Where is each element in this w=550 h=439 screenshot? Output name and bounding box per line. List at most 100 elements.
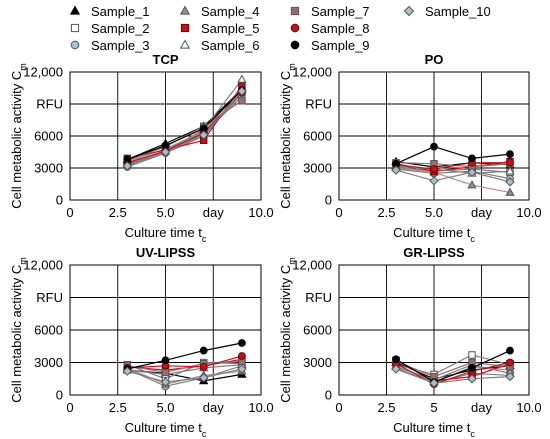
y-axis-label: Cell metabolic activity Cm bbox=[278, 63, 297, 209]
y-axis-label: Cell metabolic activity Cm bbox=[278, 257, 297, 403]
legend: Sample_1 Sample_2 Sample_3 Sample_4 Sample_5… bbox=[69, 4, 491, 53]
data-point-sample-8 bbox=[506, 358, 514, 367]
data-point-sample-8 bbox=[506, 158, 514, 167]
panel-title: GR-LIPSS bbox=[403, 245, 465, 260]
series-line-sample-8 bbox=[127, 355, 243, 369]
data-point-sample-6 bbox=[237, 74, 247, 83]
legend-label-sample-3: Sample_3 bbox=[91, 38, 150, 53]
y-tick-label: 3000 bbox=[34, 161, 63, 176]
y-axis-label: Cell metabolic activity Cm bbox=[9, 63, 28, 209]
y-tick-label: 12,000 bbox=[23, 258, 63, 273]
data-point-sample-10 bbox=[429, 378, 439, 388]
y-tick-label: RFU bbox=[36, 97, 63, 112]
series-line-sample-7 bbox=[395, 360, 511, 378]
x-axis-label: Culture time tc bbox=[125, 225, 207, 244]
series-line-sample-10 bbox=[395, 169, 511, 183]
y-tick-label: 12,000 bbox=[292, 258, 332, 273]
data-point-sample-7 bbox=[161, 368, 170, 376]
panel-title: UV-LIPSS bbox=[136, 245, 196, 260]
plot-frame bbox=[338, 71, 530, 201]
x-tick-label: 2.5 bbox=[109, 400, 127, 415]
y-axis-label: Cell metabolic activity Cm bbox=[9, 257, 28, 403]
x-tick-label: 0 bbox=[66, 400, 73, 415]
data-point-sample-6 bbox=[505, 166, 515, 175]
x-tick-label: 5.0 bbox=[156, 205, 174, 220]
legend-marker-sample-3 bbox=[70, 40, 80, 50]
series-line-sample-10 bbox=[127, 90, 243, 167]
x-tick-label: 10.0 bbox=[516, 400, 541, 415]
data-point-sample-10 bbox=[505, 177, 515, 187]
legend-marker-sample-4 bbox=[179, 5, 191, 15]
x-tick-label: 10.0 bbox=[248, 400, 273, 415]
x-tick-label: 2.5 bbox=[377, 400, 395, 415]
y-tick-label: 6000 bbox=[34, 323, 63, 338]
chart-panels: 0 2.5 5.0 day 10.0 0 3000 6000 RFU 12,000 TCP Cultu… bbox=[9, 52, 542, 439]
data-point-sample-9 bbox=[468, 154, 476, 163]
data-point-sample-9 bbox=[468, 364, 476, 372]
series-line-sample-4 bbox=[395, 167, 511, 194]
y-tick-label: RFU bbox=[36, 290, 63, 305]
y-tick-label: 12,000 bbox=[292, 65, 332, 80]
x-tick-label: 0 bbox=[335, 400, 342, 415]
data-point-sample-9 bbox=[199, 346, 208, 355]
plot-frame bbox=[69, 264, 262, 396]
series-line-sample-2 bbox=[395, 166, 511, 173]
series-line-sample-9 bbox=[127, 89, 243, 161]
series-line-sample-9 bbox=[395, 350, 511, 383]
series-line-sample-9 bbox=[127, 342, 243, 370]
data-point-sample-8 bbox=[430, 165, 438, 173]
data-point-sample-10 bbox=[391, 364, 401, 374]
x-tick-label: 5 bbox=[430, 400, 437, 415]
x-tick-label: 10.0 bbox=[248, 205, 273, 220]
series-line-sample-6 bbox=[127, 79, 243, 165]
legend-marker-sample-5 bbox=[180, 23, 190, 33]
data-point-sample-10 bbox=[122, 366, 133, 376]
series-line-sample-9 bbox=[395, 146, 511, 165]
data-point-sample-10 bbox=[198, 130, 209, 140]
legend-marker-sample-6 bbox=[179, 39, 191, 49]
series-line-sample-8 bbox=[395, 361, 511, 385]
series-line-sample-5 bbox=[127, 85, 243, 159]
x-tick-label: 5.0 bbox=[156, 400, 174, 415]
y-tick-label: 3000 bbox=[303, 355, 332, 370]
x-axis-label: Culture time tc bbox=[393, 420, 475, 439]
legend-label-sample-10: Sample_10 bbox=[425, 4, 491, 19]
data-point-sample-10 bbox=[391, 165, 401, 175]
legend-label-sample-4: Sample_4 bbox=[201, 4, 260, 19]
data-point-sample-9 bbox=[392, 355, 400, 364]
x-axis-label: Culture time tc bbox=[393, 225, 475, 244]
x-tick-label: day bbox=[471, 400, 492, 415]
y-tick-label: 3000 bbox=[303, 161, 332, 176]
legend-entry-sample-9: Sample_9 bbox=[290, 38, 370, 53]
series-line-sample-3 bbox=[395, 168, 511, 180]
data-point-sample-8 bbox=[238, 352, 246, 360]
data-point-sample-10 bbox=[122, 161, 133, 171]
data-point-sample-8 bbox=[199, 362, 208, 371]
data-point-sample-10 bbox=[160, 377, 171, 387]
data-point-sample-2 bbox=[468, 351, 476, 359]
series-line-sample-8 bbox=[395, 162, 510, 170]
data-point-sample-9 bbox=[238, 339, 246, 347]
legend-label-sample-1: Sample_1 bbox=[91, 4, 150, 19]
data-point-sample-10 bbox=[467, 374, 477, 384]
series-line-sample-4 bbox=[127, 87, 243, 163]
data-point-sample-9 bbox=[430, 142, 438, 151]
x-tick-label: 0 bbox=[66, 205, 73, 220]
y-tick-label: 0 bbox=[325, 193, 332, 208]
legend-entry-sample-10: Sample_10 bbox=[403, 4, 491, 19]
legend-label-sample-8: Sample_8 bbox=[311, 21, 370, 36]
data-point-sample-10 bbox=[237, 86, 247, 96]
series-line-sample-10 bbox=[127, 368, 243, 383]
chart-panel-uv-lipss: 0 2.5 5.0 day 10.0 0 3000 6000 RFU 12,000 UV-LIPSS… bbox=[9, 245, 274, 439]
x-tick-label: 5.0 bbox=[425, 205, 443, 220]
panel-title: TCP bbox=[153, 52, 179, 67]
legend-entry-sample-8: Sample_8 bbox=[290, 21, 370, 36]
chart-panel-gr-lipss: 0 2.5 5 day 10.0 0 3000 6000 RFU 12,000 GR-LIPSS Cu… bbox=[278, 245, 542, 439]
x-tick-label: day bbox=[471, 205, 492, 220]
legend-entry-sample-7: Sample_7 bbox=[290, 4, 370, 19]
series-line-sample-6 bbox=[127, 364, 242, 376]
data-point-sample-9 bbox=[161, 356, 170, 365]
data-point-sample-9 bbox=[506, 150, 514, 159]
data-point-sample-10 bbox=[237, 364, 247, 374]
